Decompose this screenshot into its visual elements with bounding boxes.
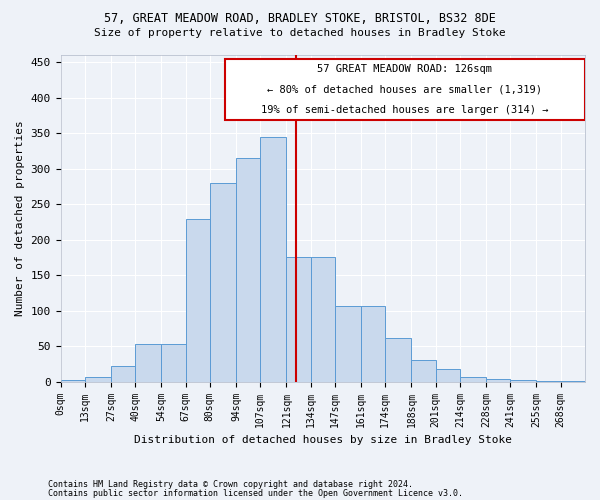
FancyBboxPatch shape [225,58,585,120]
Bar [436,369,460,382]
Bar [361,306,385,382]
Text: Contains HM Land Registry data © Crown copyright and database right 2024.: Contains HM Land Registry data © Crown c… [48,480,413,489]
Bar [486,379,511,382]
Bar [85,378,111,382]
Bar [335,306,361,382]
Text: Contains public sector information licensed under the Open Government Licence v3: Contains public sector information licen… [48,488,463,498]
Bar [236,158,260,382]
Bar [161,344,185,382]
Bar [210,183,236,382]
Bar [185,219,210,382]
Bar [111,366,135,382]
Text: 57 GREAT MEADOW ROAD: 126sqm: 57 GREAT MEADOW ROAD: 126sqm [317,64,493,74]
Text: 57, GREAT MEADOW ROAD, BRADLEY STOKE, BRISTOL, BS32 8DE: 57, GREAT MEADOW ROAD, BRADLEY STOKE, BR… [104,12,496,26]
Bar [561,381,585,382]
Bar [460,376,486,382]
Text: Size of property relative to detached houses in Bradley Stoke: Size of property relative to detached ho… [94,28,506,38]
Text: 19% of semi-detached houses are larger (314) →: 19% of semi-detached houses are larger (… [261,105,548,115]
Bar [311,258,335,382]
X-axis label: Distribution of detached houses by size in Bradley Stoke: Distribution of detached houses by size … [134,435,512,445]
Bar [61,380,85,382]
Bar [412,360,436,382]
Bar [260,136,286,382]
Text: ← 80% of detached houses are smaller (1,319): ← 80% of detached houses are smaller (1,… [268,84,542,94]
Bar [286,258,311,382]
Bar [511,380,536,382]
Bar [135,344,161,382]
Bar [385,338,412,382]
Y-axis label: Number of detached properties: Number of detached properties [15,120,25,316]
Bar [536,381,561,382]
